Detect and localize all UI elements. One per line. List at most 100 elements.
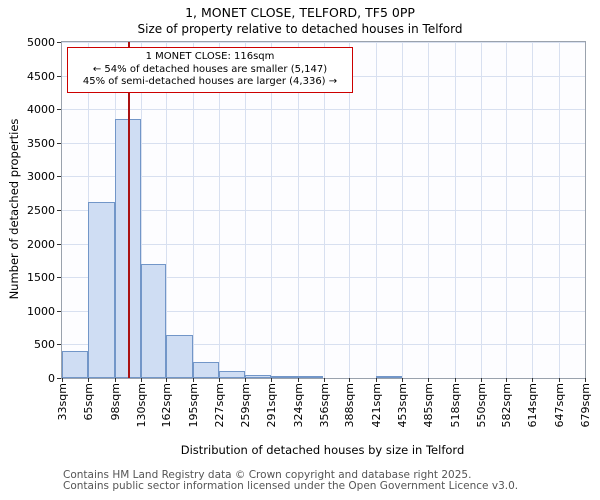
chart-title: 1, MONET CLOSE, TELFORD, TF5 0PP bbox=[185, 5, 415, 20]
y-tick-mark bbox=[57, 243, 61, 245]
x-tick-mark bbox=[219, 378, 221, 382]
histogram-bar bbox=[297, 376, 324, 378]
x-tick-label: 259sqm bbox=[238, 383, 252, 428]
y-tick-mark bbox=[57, 142, 61, 144]
x-tick-label: 679sqm bbox=[579, 383, 592, 428]
chart-subtitle: Size of property relative to detached ho… bbox=[137, 22, 463, 36]
annotation-box: 1 MONET CLOSE: 116sqm ← 54% of detached … bbox=[67, 47, 353, 93]
x-tick-mark bbox=[323, 378, 325, 382]
plot-area bbox=[61, 41, 586, 379]
x-tick-mark bbox=[244, 378, 246, 382]
x-tick-mark bbox=[559, 378, 561, 382]
histogram-bar bbox=[87, 201, 115, 378]
x-tick-label: 195sqm bbox=[187, 383, 201, 428]
annotation-larger-stat: 45% of semi-detached houses are larger (… bbox=[82, 76, 338, 87]
x-tick-mark bbox=[140, 378, 142, 382]
y-tick-mark bbox=[57, 344, 61, 346]
x-tick-label: 130sqm bbox=[134, 383, 148, 428]
histogram-bar bbox=[114, 119, 141, 378]
x-tick-mark bbox=[349, 378, 351, 382]
histogram-bar bbox=[140, 263, 167, 378]
x-tick-mark bbox=[166, 378, 168, 382]
histogram-bar bbox=[376, 376, 403, 378]
x-gridline bbox=[244, 42, 246, 378]
histogram-bar bbox=[244, 374, 271, 378]
histogram-bar bbox=[270, 376, 298, 378]
y-tick-mark bbox=[57, 42, 61, 43]
y-tick-label: 2000 bbox=[27, 237, 55, 251]
y-tick-label: 500 bbox=[34, 338, 55, 352]
x-tick-mark bbox=[62, 378, 63, 382]
x-gridline bbox=[323, 42, 325, 378]
y-tick-label: 1000 bbox=[27, 304, 55, 318]
histogram-bar bbox=[62, 351, 88, 378]
x-tick-label: 614sqm bbox=[526, 383, 540, 428]
x-gridline bbox=[506, 42, 508, 378]
y-tick-mark bbox=[57, 75, 61, 77]
x-tick-label: 421sqm bbox=[370, 383, 384, 428]
x-gridline bbox=[349, 42, 351, 378]
x-axis-title: Distribution of detached houses by size … bbox=[180, 443, 465, 457]
y-tick-label: 2500 bbox=[27, 204, 55, 217]
x-tick-mark bbox=[87, 378, 89, 382]
y-tick-label: 1500 bbox=[27, 271, 55, 285]
x-tick-label: 550sqm bbox=[474, 383, 488, 428]
x-gridline bbox=[140, 42, 142, 378]
x-tick-label: 582sqm bbox=[500, 383, 514, 428]
y-tick-label: 0 bbox=[48, 372, 55, 385]
x-gridline bbox=[454, 42, 456, 378]
x-gridline bbox=[270, 42, 272, 378]
y-tick-mark bbox=[57, 310, 61, 312]
histogram-bar bbox=[193, 361, 220, 378]
x-gridline bbox=[532, 42, 534, 378]
x-gridline bbox=[402, 42, 404, 378]
x-tick-label: 324sqm bbox=[291, 383, 305, 428]
y-tick-mark bbox=[57, 109, 61, 111]
annotation-property-size: 1 MONET CLOSE: 116sqm bbox=[145, 51, 275, 62]
x-tick-mark bbox=[532, 378, 534, 382]
y-tick-label: 4500 bbox=[27, 69, 55, 83]
annotation-smaller-stat: ← 54% of detached houses are smaller (5,… bbox=[92, 63, 328, 75]
x-gridline bbox=[376, 42, 378, 378]
y-tick-label: 3500 bbox=[27, 136, 55, 150]
x-gridline bbox=[427, 42, 429, 378]
footer-attribution-line2: Contains public sector information licen… bbox=[63, 480, 519, 492]
x-tick-mark bbox=[506, 378, 508, 382]
footer-attribution-line1: Contains HM Land Registry data © Crown c… bbox=[63, 469, 472, 481]
x-tick-mark bbox=[480, 378, 482, 382]
x-tick-label: 518sqm bbox=[448, 383, 462, 428]
x-gridline bbox=[219, 42, 221, 378]
x-tick-label: 388sqm bbox=[343, 383, 357, 428]
x-tick-label: 647sqm bbox=[553, 383, 567, 428]
x-tick-label: 227sqm bbox=[213, 383, 227, 428]
x-tick-label: 291sqm bbox=[264, 383, 278, 428]
x-gridline bbox=[297, 42, 299, 378]
x-tick-mark bbox=[454, 378, 456, 382]
x-tick-mark bbox=[585, 378, 586, 382]
y-tick-mark bbox=[57, 210, 61, 211]
x-tick-mark bbox=[270, 378, 272, 382]
histogram-bar bbox=[219, 370, 245, 378]
x-gridline bbox=[480, 42, 482, 378]
y-tick-mark bbox=[57, 378, 61, 379]
x-tick-mark bbox=[376, 378, 378, 382]
x-tick-label: 356sqm bbox=[317, 383, 331, 428]
x-tick-mark bbox=[427, 378, 429, 382]
x-tick-label: 453sqm bbox=[396, 383, 410, 428]
x-gridline bbox=[559, 42, 561, 378]
x-tick-label: 485sqm bbox=[421, 383, 435, 428]
histogram-bar bbox=[166, 335, 194, 378]
y-tick-label: 3000 bbox=[27, 170, 55, 184]
x-tick-label: 65sqm bbox=[81, 383, 95, 421]
y-tick-label: 5000 bbox=[27, 36, 55, 49]
x-tick-mark bbox=[114, 378, 116, 382]
x-tick-label: 162sqm bbox=[160, 383, 174, 428]
y-tick-mark bbox=[57, 176, 61, 178]
x-tick-label: 33sqm bbox=[56, 383, 69, 421]
x-tick-mark bbox=[193, 378, 195, 382]
y-tick-mark bbox=[57, 277, 61, 279]
subject-property-marker-line bbox=[128, 42, 131, 378]
x-tick-mark bbox=[297, 378, 299, 382]
x-gridline bbox=[166, 42, 168, 378]
